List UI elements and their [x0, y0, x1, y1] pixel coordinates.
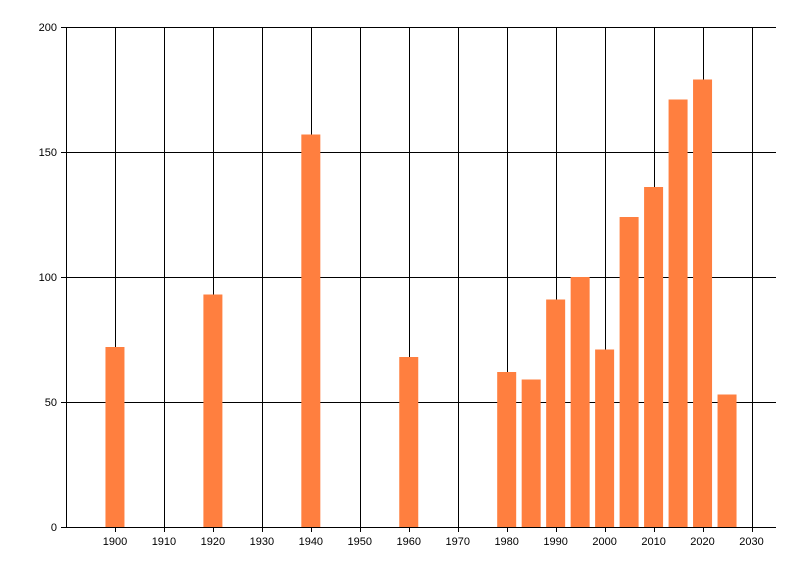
x-tick-label-1930: 1930 [250, 536, 274, 548]
y-tick-label-100: 100 [39, 272, 57, 284]
x-tick-label-2020: 2020 [690, 536, 714, 548]
x-tick-label-1940: 1940 [299, 536, 323, 548]
x-tick-label-2010: 2010 [641, 536, 665, 548]
x-tick-labels: 1900 1910 1920 1930 1940 1950 1960 1970 1980 1990… [103, 536, 764, 548]
x-tick-label-1990: 1990 [543, 536, 567, 548]
axes [61, 27, 776, 532]
x-tick-label-1980: 1980 [494, 536, 518, 548]
bar-2020 [693, 79, 713, 527]
x-tick-label-1960: 1960 [397, 536, 421, 548]
bar-1960 [399, 357, 419, 527]
bar-2015 [668, 99, 688, 527]
y-tick-label-0: 0 [51, 522, 57, 534]
bar-2010 [644, 187, 664, 527]
bar-1920 [203, 294, 223, 527]
bar-2025 [717, 394, 737, 527]
bar-1940 [301, 134, 321, 527]
bar-2005 [619, 217, 639, 527]
x-tick-label-1950: 1950 [348, 536, 372, 548]
x-tick-label-1910: 1910 [152, 536, 176, 548]
x-tick-label-2030: 2030 [739, 536, 763, 548]
x-tick-label-1970: 1970 [445, 536, 469, 548]
bar-1985 [521, 379, 541, 527]
y-tick-label-50: 50 [45, 397, 57, 409]
y-tick-label-200: 200 [39, 22, 57, 34]
y-tick-label-150: 150 [39, 147, 57, 159]
bar-1900 [105, 347, 125, 527]
bar-2000 [595, 349, 615, 527]
bar-1980 [497, 372, 517, 527]
bar-1995 [570, 277, 590, 527]
x-tick-label-2000: 2000 [592, 536, 616, 548]
x-tick-label-1900: 1900 [103, 536, 127, 548]
bars [105, 79, 737, 527]
y-tick-labels: 0 50 100 150 200 [39, 22, 57, 534]
x-tick-label-1920: 1920 [201, 536, 225, 548]
bar-1990 [546, 299, 566, 527]
